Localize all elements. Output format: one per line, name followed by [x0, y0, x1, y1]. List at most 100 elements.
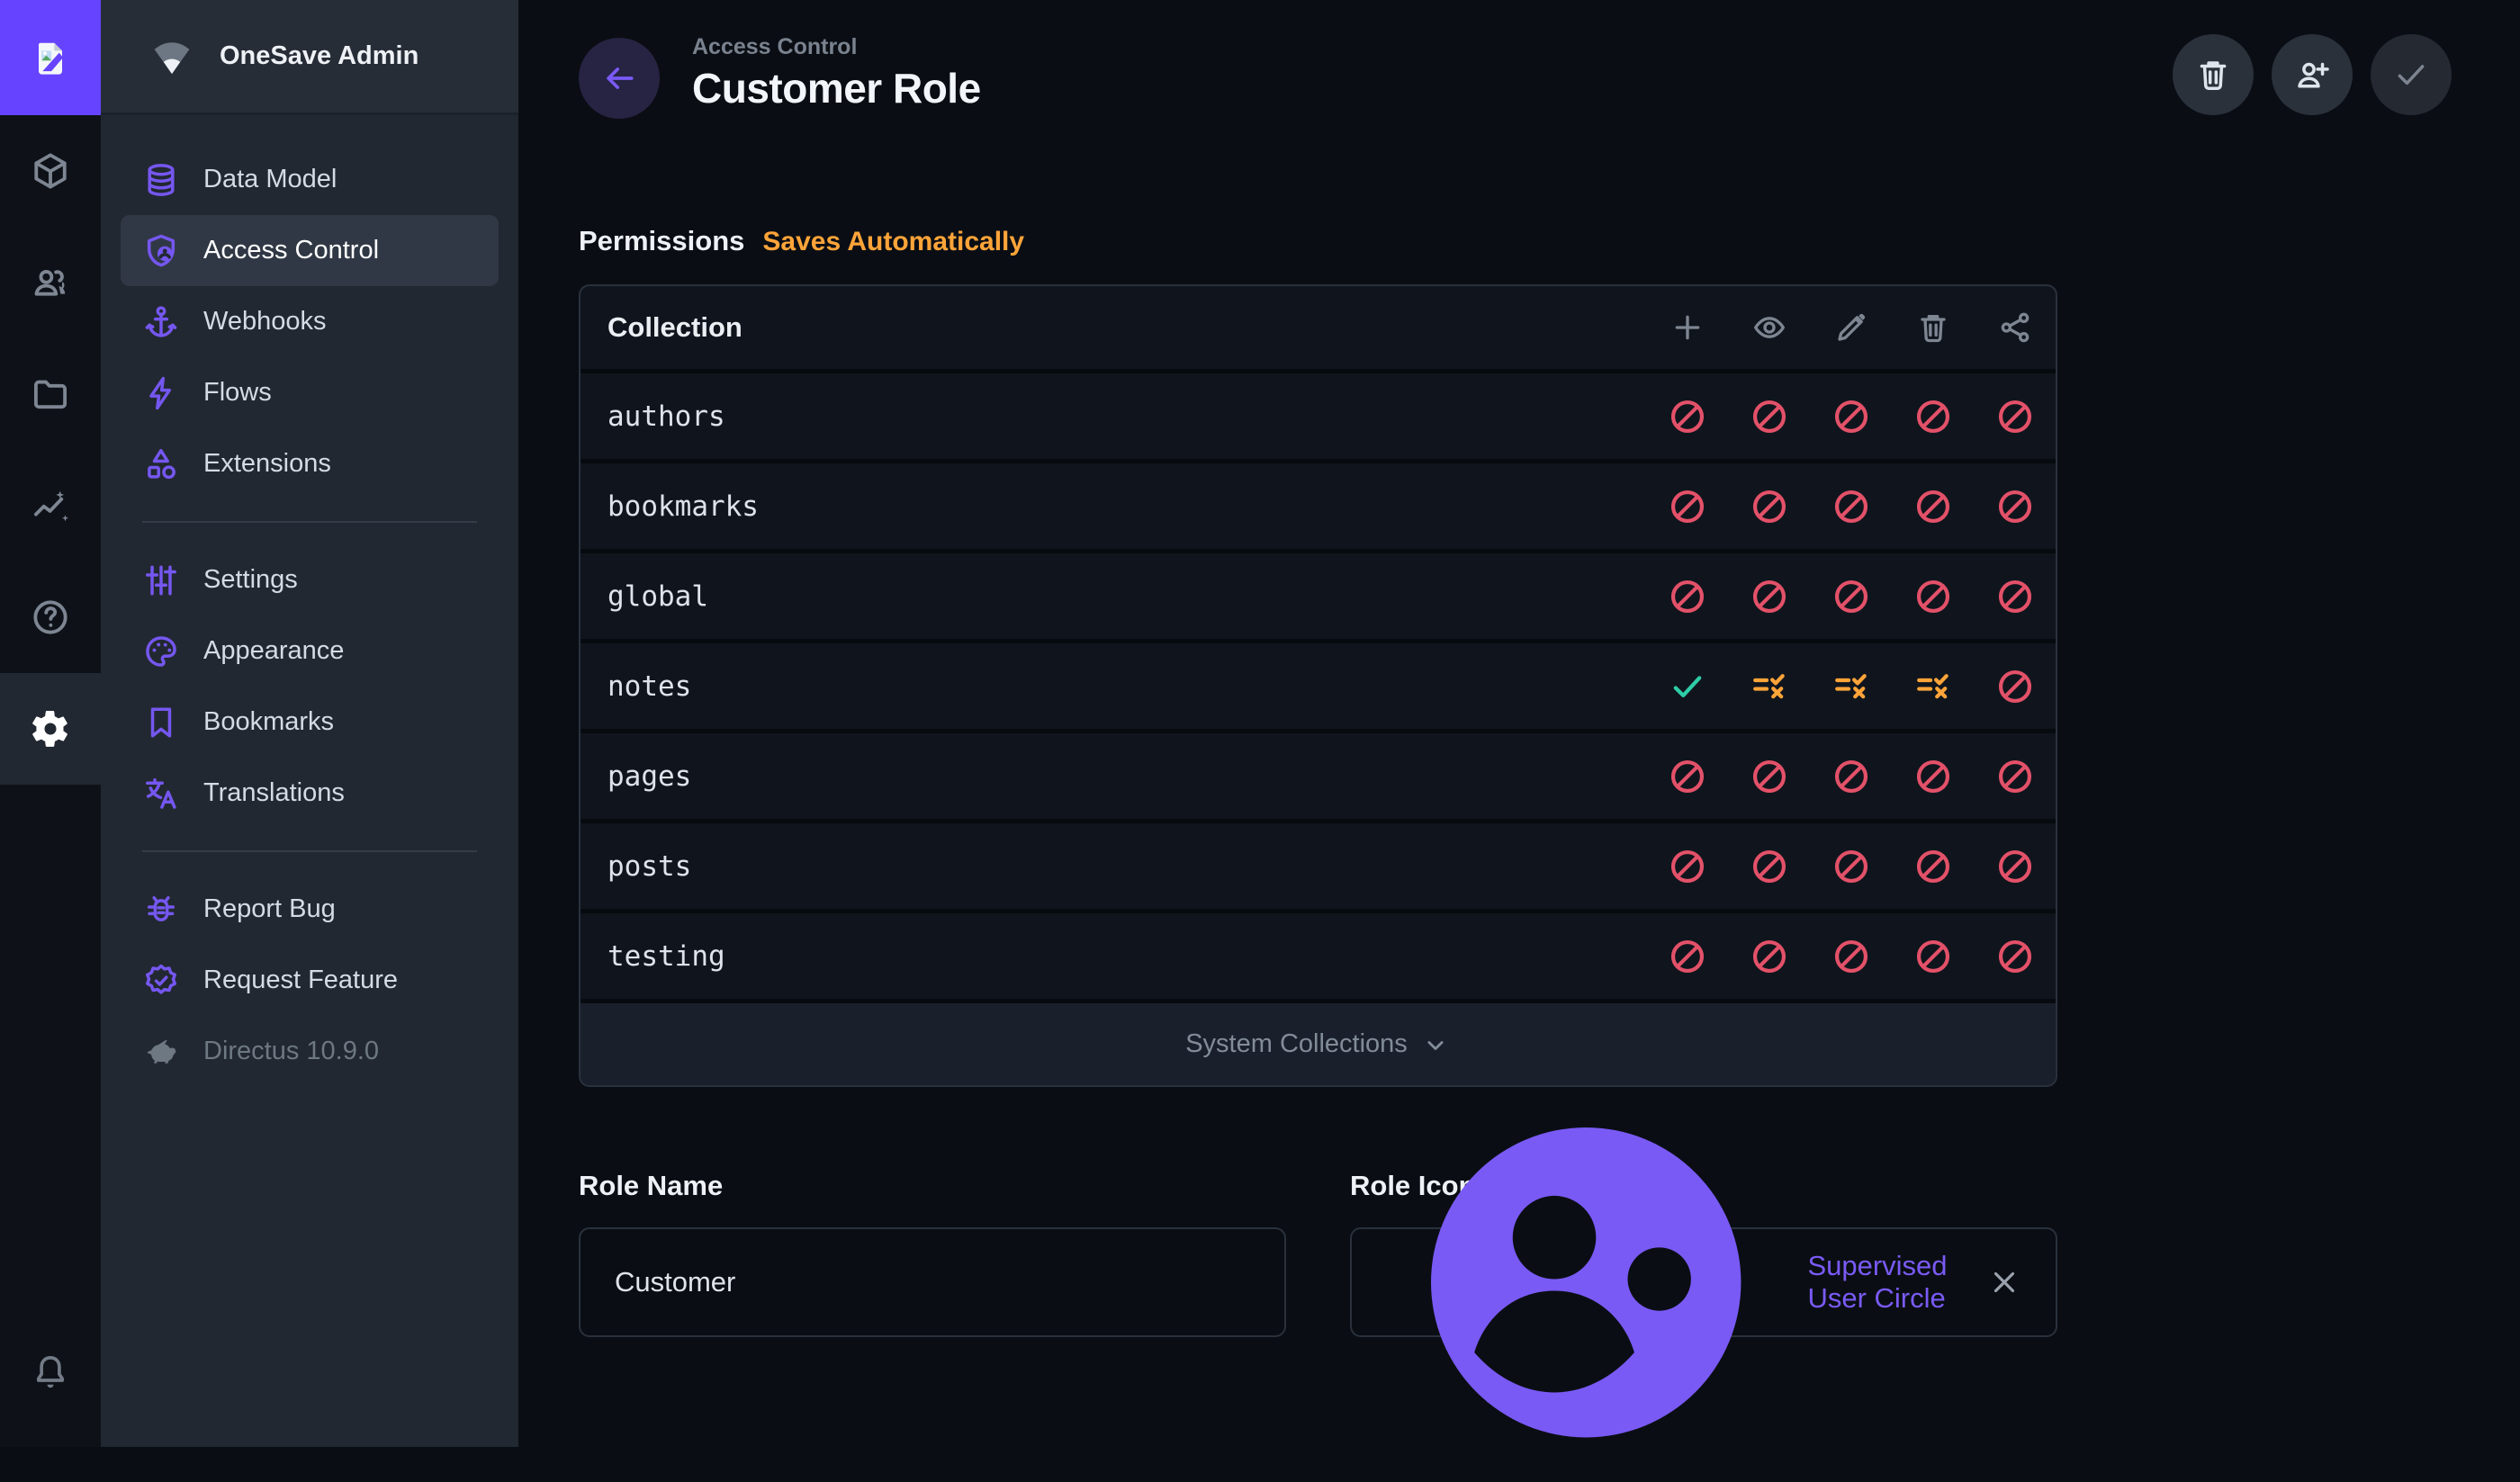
global-create-permission[interactable]: [1646, 577, 1728, 616]
notes-create-permission[interactable]: [1646, 667, 1728, 706]
back-button[interactable]: [579, 38, 660, 119]
sidebar-item-label: Access Control: [203, 236, 380, 265]
header-actions: [2173, 34, 2452, 115]
permission-row-posts: posts: [580, 819, 2056, 909]
sidebar-item-report-bug[interactable]: Report Bug: [121, 874, 499, 945]
testing-update-permission[interactable]: [1810, 937, 1892, 976]
sidebar-item-label: Request Feature: [203, 966, 399, 994]
posts-update-permission[interactable]: [1810, 847, 1892, 886]
tune-icon: [146, 565, 176, 595]
palette-icon: [146, 635, 176, 667]
testing-read-permission[interactable]: [1728, 937, 1810, 976]
sidebar-item-request-feature[interactable]: Request Feature: [121, 945, 499, 1016]
block-icon: [1834, 849, 1868, 883]
bookmarks-update-permission[interactable]: [1810, 487, 1892, 526]
eye-icon: [1753, 317, 1785, 338]
create-column-icon: [1646, 310, 1728, 346]
posts-delete-permission[interactable]: [1892, 847, 1974, 886]
block-icon: [1752, 939, 1786, 973]
permission-row-bookmarks: bookmarks: [580, 459, 2056, 549]
main-content: Access Control Customer Role Permissions…: [518, 0, 2520, 1447]
insights-module[interactable]: [0, 450, 101, 561]
bookmarks-create-permission[interactable]: [1646, 487, 1728, 526]
pages-create-permission[interactable]: [1646, 757, 1728, 796]
notes-read-permission[interactable]: [1728, 667, 1810, 706]
global-update-permission[interactable]: [1810, 577, 1892, 616]
pages-delete-permission[interactable]: [1892, 757, 1974, 796]
sidebar-item-settings[interactable]: Settings: [121, 544, 499, 615]
sidebar-item-bookmarks[interactable]: Bookmarks: [121, 687, 499, 758]
role-icon-label: Role Icon: [1350, 1170, 1476, 1201]
authors-share-permission[interactable]: [1974, 397, 2056, 436]
block-icon: [1998, 669, 2031, 703]
role-icon-input[interactable]: Supervised User Circle: [1350, 1127, 2057, 1438]
role-name-input[interactable]: Customer: [579, 1227, 1286, 1337]
invite-users-button[interactable]: [2272, 34, 2353, 115]
sidebar-item-data-model[interactable]: Data Model: [121, 144, 499, 215]
global-delete-permission[interactable]: [1892, 577, 1974, 616]
bookmarks-read-permission[interactable]: [1728, 487, 1810, 526]
settings-module[interactable]: [0, 673, 101, 785]
sidebar-item-appearance[interactable]: Appearance: [121, 615, 499, 687]
bookmarks-share-permission[interactable]: [1974, 487, 2056, 526]
page-header: Access Control Customer Role: [518, 0, 2520, 119]
authors-read-permission[interactable]: [1728, 397, 1810, 436]
notes-update-permission[interactable]: [1810, 667, 1892, 706]
sidebar-item-directus-10-9-0[interactable]: Directus 10.9.0: [121, 1016, 499, 1087]
sidebar-item-label: Flows: [203, 378, 272, 407]
block-icon: [1998, 759, 2031, 793]
shield-user-icon: [147, 234, 176, 266]
posts-read-permission[interactable]: [1728, 847, 1810, 886]
block-icon: [1670, 849, 1704, 883]
posts-create-permission[interactable]: [1646, 847, 1728, 886]
permission-row-testing: testing: [580, 909, 2056, 999]
block-icon: [1834, 400, 1868, 433]
pages-read-permission[interactable]: [1728, 757, 1810, 796]
pages-update-permission[interactable]: [1810, 757, 1892, 796]
bookmarks-delete-permission[interactable]: [1892, 487, 1974, 526]
rule-icon: [1834, 673, 1867, 698]
delete-role-button[interactable]: [2173, 34, 2254, 115]
project-logo[interactable]: [0, 0, 101, 115]
global-read-permission[interactable]: [1728, 577, 1810, 616]
authors-create-permission[interactable]: [1646, 397, 1728, 436]
block-icon: [1916, 400, 1949, 433]
pages-share-permission[interactable]: [1974, 757, 2056, 796]
users-module[interactable]: [0, 227, 101, 338]
sidebar-item-label: Translations: [203, 778, 345, 807]
notes-share-permission[interactable]: [1974, 667, 2056, 706]
rule-icon: [1916, 673, 1948, 698]
collection-name: global: [608, 579, 708, 613]
project-header[interactable]: OneSave Admin: [101, 0, 518, 115]
sidebar-item-access-control[interactable]: Access Control: [121, 215, 499, 286]
sidebar-item-translations[interactable]: Translations: [121, 758, 499, 829]
files-module[interactable]: [0, 338, 101, 450]
authors-update-permission[interactable]: [1810, 397, 1892, 436]
notifications-button[interactable]: [0, 1314, 101, 1431]
block-icon: [1998, 939, 2031, 973]
sidebar-item-webhooks[interactable]: Webhooks: [121, 286, 499, 357]
verified-icon: [146, 964, 176, 994]
authors-delete-permission[interactable]: [1892, 397, 1974, 436]
global-share-permission[interactable]: [1974, 577, 2056, 616]
sidebar-item-label: Bookmarks: [203, 707, 335, 736]
save-button[interactable]: [2371, 34, 2452, 115]
settings-nav: Data Model Access Control Webhooks Flows Ext…: [101, 115, 518, 1087]
system-collections-toggle[interactable]: System Collections: [580, 999, 2056, 1085]
sidebar-item-flows[interactable]: Flows: [121, 357, 499, 428]
system-collections-label: System Collections: [1185, 1029, 1408, 1058]
sidebar: OneSave Admin Data Model Access Control We…: [101, 0, 518, 1447]
block-icon: [1670, 490, 1704, 523]
testing-share-permission[interactable]: [1974, 937, 2056, 976]
docs-module[interactable]: [0, 561, 101, 673]
content-module[interactable]: [0, 115, 101, 227]
sidebar-item-extensions[interactable]: Extensions: [121, 428, 499, 499]
testing-delete-permission[interactable]: [1892, 937, 1974, 976]
gear-icon: [32, 711, 68, 747]
clear-role-icon-button[interactable]: [1987, 1265, 2021, 1299]
sidebar-item-label: Webhooks: [203, 307, 327, 336]
posts-share-permission[interactable]: [1974, 847, 2056, 886]
testing-create-permission[interactable]: [1646, 937, 1728, 976]
notes-delete-permission[interactable]: [1892, 667, 1974, 706]
nav-divider: [142, 850, 477, 852]
